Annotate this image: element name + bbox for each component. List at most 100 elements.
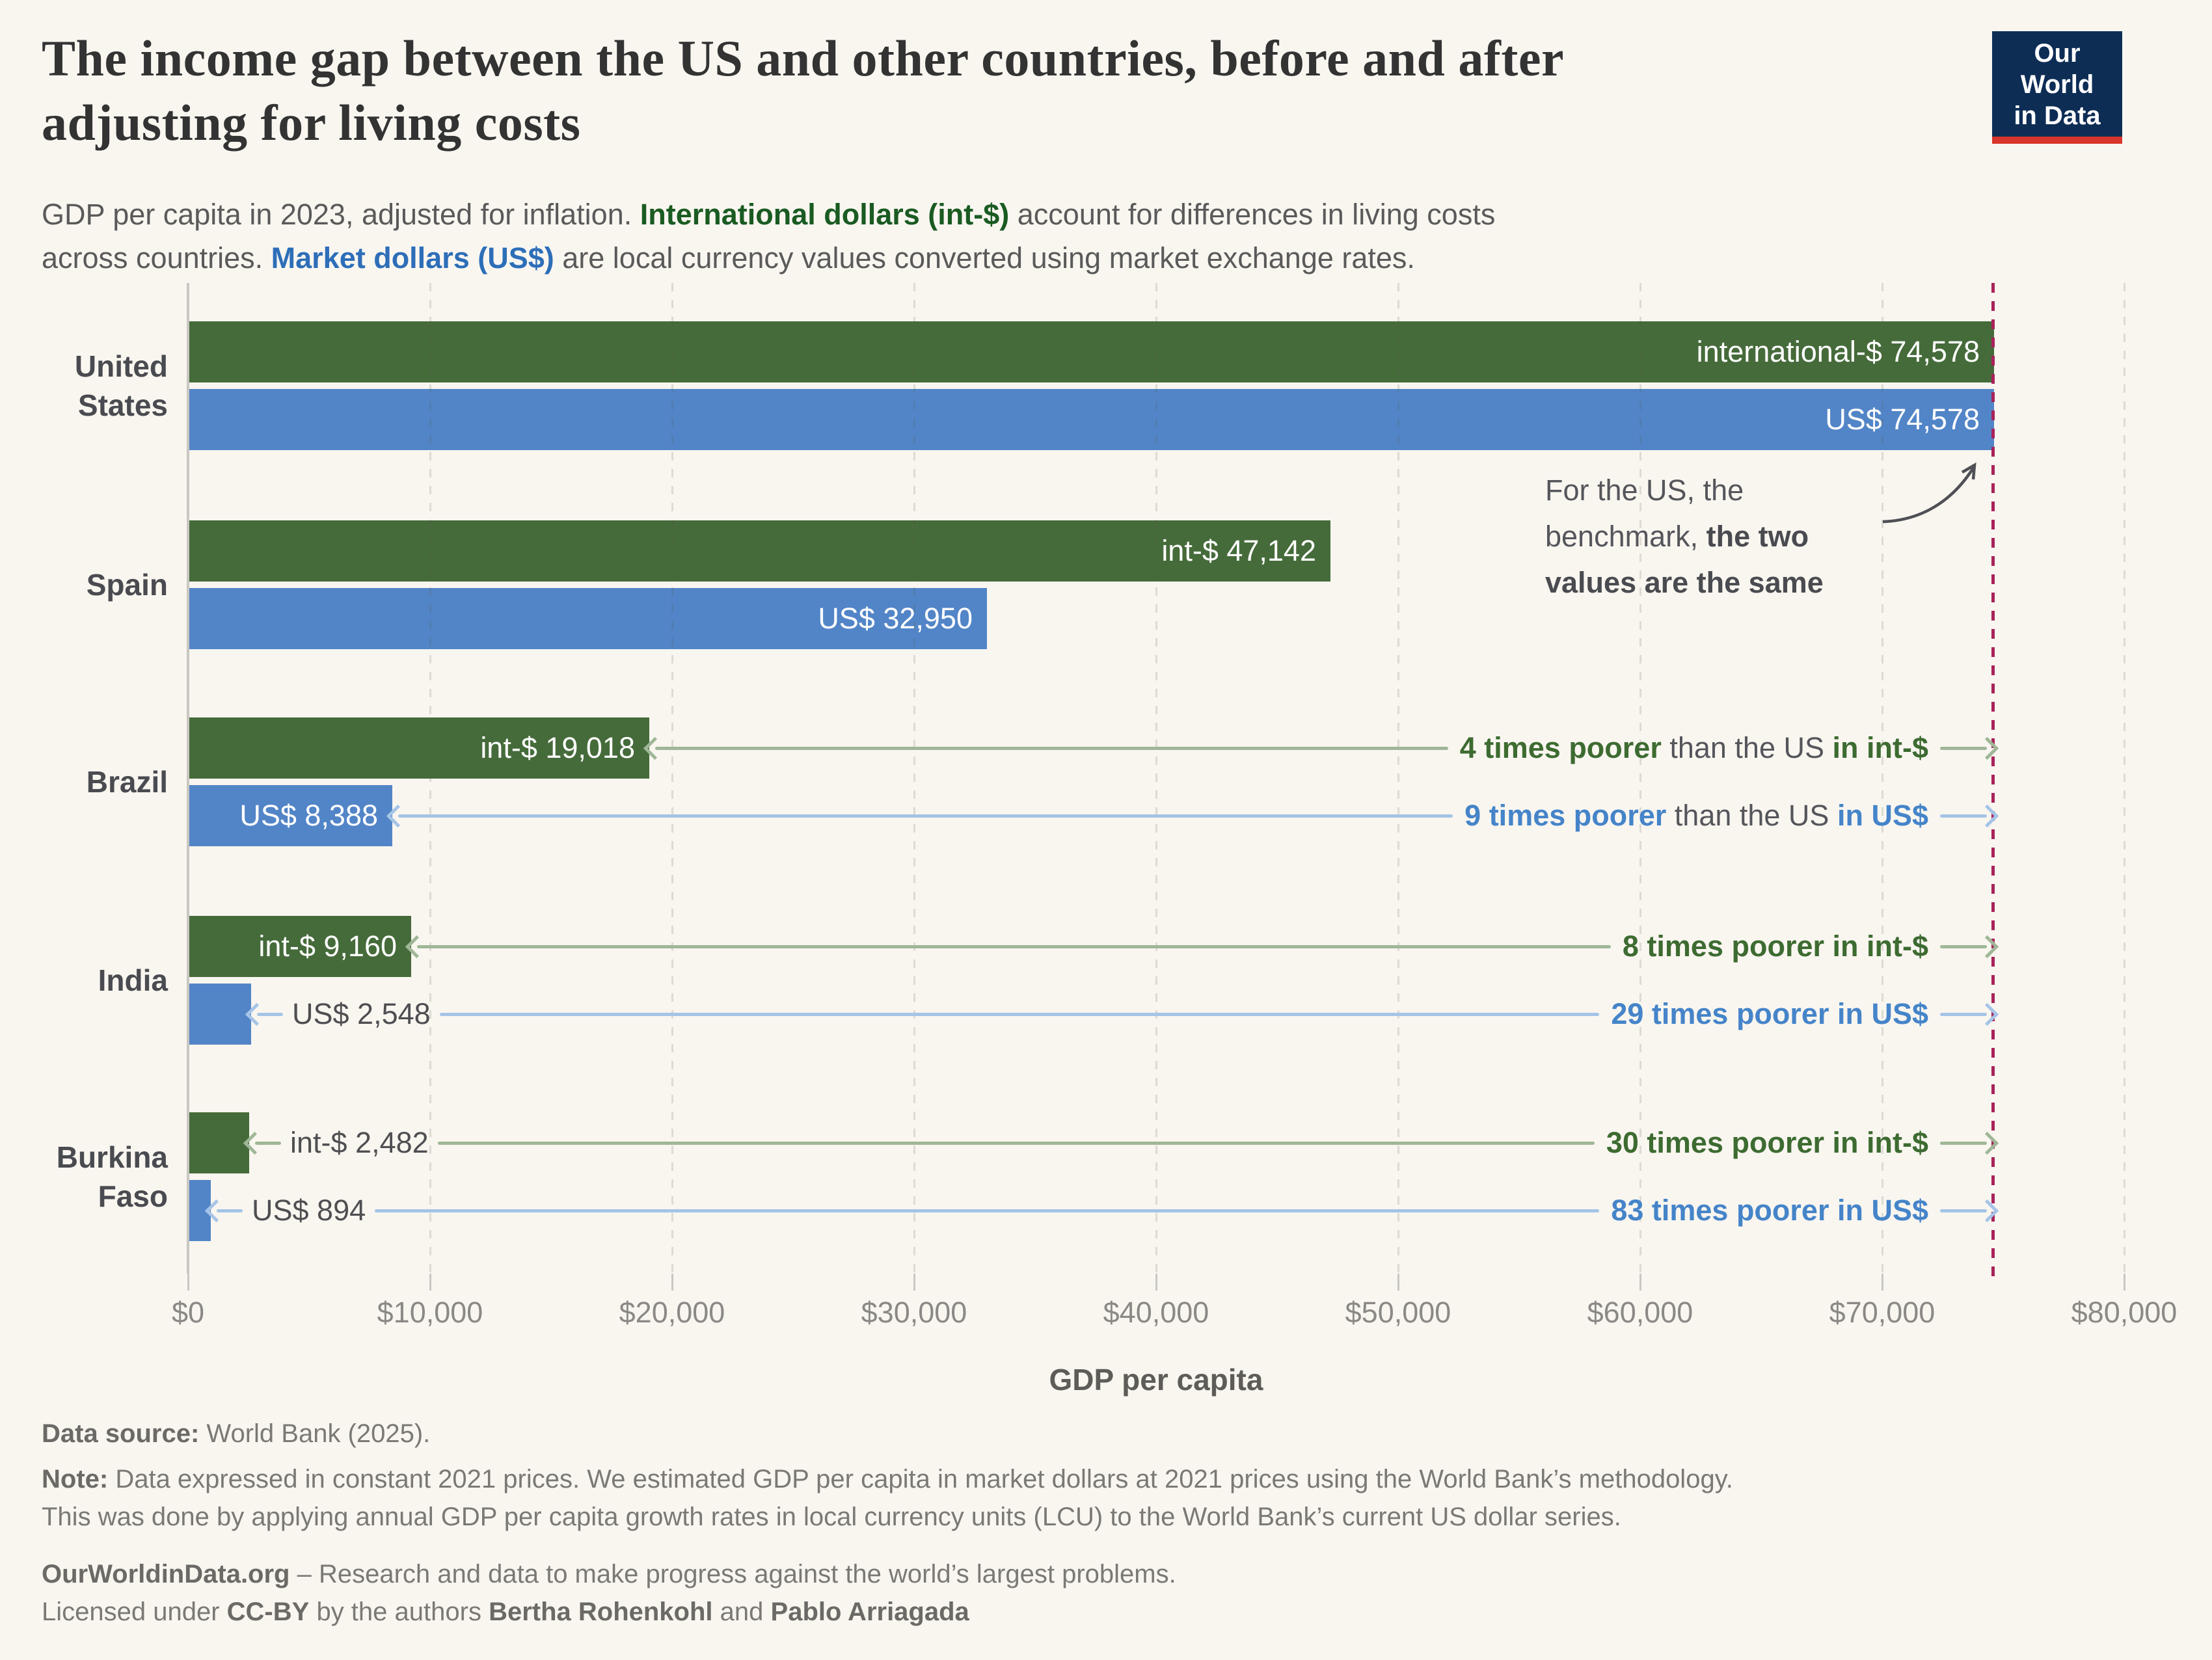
country-label-line: Faso <box>98 1179 168 1213</box>
footer-note-part: Note: <box>42 1465 116 1493</box>
gridline-$10,000 <box>429 283 431 1274</box>
annotation-line <box>257 1012 283 1016</box>
footer-license-line-part: Licensed under <box>42 1598 227 1626</box>
country-label-brazil: Brazil <box>0 762 168 801</box>
ratio-annotation-text-part: in int-$ <box>1832 731 1928 764</box>
ratio-annotation-text: 8 times poorer in int-$ <box>1623 930 1928 963</box>
x-axis-tick <box>187 1274 189 1291</box>
chart-subtitle-line: GDP per capita in 2023, adjusted for inf… <box>42 193 1495 236</box>
country-label-line: States <box>77 388 168 422</box>
subtitle-market-dollars-term: Market dollars (US$) <box>271 241 554 274</box>
bar-int-burkina-faso <box>189 1112 249 1173</box>
annotation-line <box>439 1012 1600 1016</box>
gridline-$40,000 <box>1155 283 1157 1274</box>
us-benchmark-note-part: the two <box>1706 520 1809 553</box>
bar-value-label-outside: int-$ 2,482 <box>290 1126 429 1159</box>
bar-value-label-outside: US$ 894 <box>252 1194 366 1227</box>
subtitle-text: are local currency values converted usin… <box>554 241 1415 274</box>
x-axis-tick <box>429 1274 431 1291</box>
subtitle-text: across countries. <box>42 241 271 274</box>
chart-title-line2: adjusting for living costs <box>42 94 581 151</box>
ratio-annotation-burkina-faso-int: int-$ 2,482 30 times poorer in int-$ <box>243 1126 1999 1160</box>
owid-logo: Our World in Data <box>1992 31 2122 144</box>
arrowhead-right-icon <box>1975 1002 1999 1026</box>
annotation-line <box>1940 944 1987 948</box>
country-label-line: Spain <box>86 568 168 602</box>
footer-note: Note: Data expressed in constant 2021 pr… <box>42 1465 1733 1494</box>
us-benchmark-note-line: benchmark, the two <box>1545 513 1824 559</box>
arrowhead-left-icon <box>643 736 667 760</box>
gridline-$30,000 <box>913 283 915 1274</box>
us-benchmark-note-part: benchmark, <box>1545 520 1706 553</box>
bar-int-united-states: international-$ 74,578 <box>189 321 1994 382</box>
country-label-spain: Spain <box>0 565 168 604</box>
bar-value-label: US$ 8,388 <box>239 799 378 832</box>
country-label-line: Burkina <box>56 1140 168 1174</box>
ratio-annotation-text-part: 29 times poorer in US$ <box>1611 997 1928 1030</box>
x-axis-tick <box>671 1274 673 1291</box>
ratio-annotation-text: 83 times poorer in US$ <box>1611 1194 1928 1227</box>
footer-license-line: Licensed under CC-BY by the authors Bert… <box>42 1598 969 1627</box>
bar-value-label: international-$ 74,578 <box>1696 335 1980 368</box>
annotation-line <box>655 746 1448 750</box>
bar-value-label: int-$ 9,160 <box>258 930 397 963</box>
footer-data-source: Data source: World Bank (2025). <box>42 1419 430 1449</box>
subtitle-int-dollars-term: International dollars (int-$) <box>640 198 1010 231</box>
ratio-annotation-text-part: than the US <box>1666 799 1837 832</box>
ratio-annotation-burkina-faso-usd: US$ 894 83 times poorer in US$ <box>204 1194 1999 1227</box>
annotation-line <box>1940 1209 1987 1212</box>
gridline-$60,000 <box>1639 283 1641 1274</box>
ratio-annotation-text-part: in US$ <box>1837 799 1928 832</box>
x-axis-tick-label: $20,000 <box>619 1296 725 1329</box>
bar-usd-brazil: US$ 8,388 <box>189 785 392 846</box>
arrowhead-left-icon <box>204 1199 228 1222</box>
arrowhead-right-icon <box>1975 736 1999 760</box>
footer-owid-line-part: OurWorldinData.org <box>42 1560 290 1588</box>
ratio-annotation-text-part: 9 times poorer <box>1464 799 1667 832</box>
owid-logo-red-stripe <box>1992 137 2122 144</box>
arrowhead-left-icon <box>243 1131 267 1155</box>
annotation-line <box>217 1209 243 1212</box>
x-axis-tick-label: $30,000 <box>861 1296 967 1329</box>
annotation-line <box>375 1209 1600 1212</box>
bar-value-label: US$ 74,578 <box>1825 403 1980 436</box>
y-axis-line <box>187 283 189 1274</box>
x-axis-tick-label: $0 <box>171 1296 205 1329</box>
x-axis-tick-label: $50,000 <box>1345 1296 1451 1329</box>
ratio-annotation-text-part: than the US <box>1661 731 1833 764</box>
x-axis-tick <box>1639 1274 1641 1291</box>
footer-note-part: This was done by applying annual GDP per… <box>42 1503 1621 1531</box>
x-axis-tick-label: $70,000 <box>1829 1296 1936 1329</box>
bar-int-india: int-$ 9,160 <box>189 916 411 977</box>
annotation-line <box>255 1141 281 1145</box>
footer-note-part: Data expressed in constant 2021 prices. … <box>115 1465 1733 1493</box>
ratio-annotation-text: 29 times poorer in US$ <box>1611 997 1928 1031</box>
footer-owid-line: OurWorldinData.org – Research and data t… <box>42 1560 1176 1589</box>
subtitle-text: GDP per capita in 2023, adjusted for inf… <box>42 198 640 231</box>
arrowhead-right-icon <box>1975 804 1999 827</box>
footer-license-line-part: and <box>712 1598 771 1626</box>
footer-license-line-part: CC-BY <box>226 1598 310 1626</box>
annotation-line <box>398 814 1453 818</box>
footer-data-source-part: Data source: <box>42 1419 207 1448</box>
footer-owid-line-part: – Research and data to make progress aga… <box>290 1560 1176 1588</box>
x-axis-tick-label: $60,000 <box>1587 1296 1693 1329</box>
bar-usd-burkina-faso <box>189 1180 211 1241</box>
bar-value-label-outside: US$ 2,548 <box>292 997 431 1030</box>
x-axis-tick <box>1155 1274 1157 1291</box>
country-label-united-states: United States <box>0 347 168 425</box>
ratio-annotation-text-part: 8 times poorer in int-$ <box>1622 930 1928 963</box>
subtitle-text: account for differences in living costs <box>1009 198 1496 231</box>
bar-usd-spain: US$ 32,950 <box>189 588 987 649</box>
annotation-line <box>1940 814 1987 818</box>
country-label-line: Brazil <box>86 765 168 799</box>
owid-logo-text: Our World in Data <box>1992 31 2122 137</box>
ratio-annotation-india-int: 8 times poorer in int-$ <box>405 930 1999 963</box>
ratio-annotation-text: 30 times poorer in int-$ <box>1606 1126 1928 1160</box>
x-axis-tick <box>2124 1274 2125 1291</box>
footer-data-source-part: World Bank (2025). <box>206 1419 431 1448</box>
x-axis-title: GDP per capita <box>1049 1363 1263 1397</box>
arrowhead-left-icon <box>386 804 410 827</box>
bar-value-label: US$ 32,950 <box>818 602 973 635</box>
owid-logo-line2: in Data <box>2014 101 2101 130</box>
